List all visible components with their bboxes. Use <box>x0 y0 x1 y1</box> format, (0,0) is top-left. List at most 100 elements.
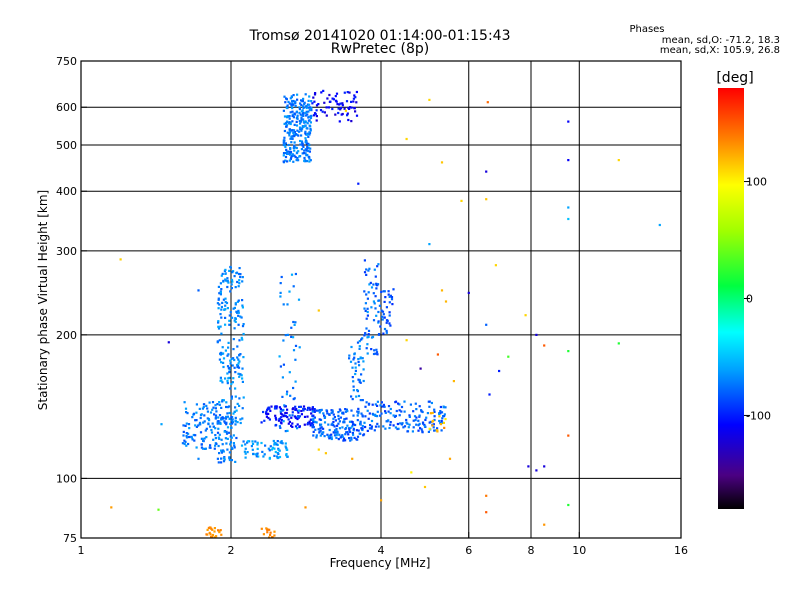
y-tick-label: 100 <box>56 472 77 485</box>
data-point <box>282 140 285 143</box>
data-point <box>210 431 214 434</box>
data-point <box>226 448 229 451</box>
data-point <box>275 455 279 458</box>
data-point <box>286 131 289 134</box>
data-point <box>235 436 238 440</box>
data-point <box>286 333 289 336</box>
data-point <box>226 365 230 368</box>
data-point <box>227 367 230 370</box>
data-point <box>266 531 269 534</box>
data-point <box>293 112 296 115</box>
data-point <box>305 114 308 117</box>
data-point <box>353 94 356 97</box>
data-point <box>285 124 289 127</box>
data-point <box>388 426 391 430</box>
data-point <box>292 386 295 390</box>
data-point <box>304 141 307 144</box>
data-point <box>376 415 379 418</box>
data-point <box>294 408 297 411</box>
data-point <box>357 378 360 381</box>
data-point <box>303 149 306 152</box>
data-point <box>298 106 301 109</box>
data-point <box>431 424 434 427</box>
data-point <box>421 410 424 414</box>
data-point <box>229 441 232 444</box>
data-point <box>348 354 351 357</box>
data-point <box>237 323 240 326</box>
data-point <box>267 406 270 409</box>
data-point <box>228 319 231 322</box>
data-point <box>231 364 234 367</box>
data-point <box>387 419 390 422</box>
data-point <box>260 527 263 530</box>
data-point <box>213 530 216 533</box>
data-point <box>238 360 241 363</box>
data-point <box>368 427 372 430</box>
data-point <box>362 360 365 363</box>
data-point <box>355 438 358 441</box>
data-point <box>403 425 407 428</box>
data-point <box>261 450 264 453</box>
data-point <box>361 415 364 418</box>
data-point <box>255 455 258 458</box>
data-point <box>275 405 278 408</box>
data-point <box>425 416 428 419</box>
data-point <box>263 453 266 456</box>
data-point <box>441 421 444 424</box>
data-point <box>315 115 318 118</box>
data-point <box>410 471 413 474</box>
data-point <box>368 283 371 286</box>
x-tick-label: 8 <box>528 544 535 557</box>
data-point <box>335 433 338 436</box>
data-point <box>488 393 491 396</box>
data-point <box>291 120 294 123</box>
data-point <box>292 99 295 103</box>
data-point <box>365 273 368 276</box>
data-point <box>304 148 307 151</box>
data-point <box>285 411 288 415</box>
data-point <box>361 337 364 340</box>
data-point <box>364 405 367 408</box>
x-tick-label: 10 <box>572 544 586 557</box>
data-point <box>432 419 435 422</box>
data-point <box>226 307 229 310</box>
data-point <box>452 380 455 383</box>
data-point <box>377 310 380 314</box>
data-point <box>392 288 395 291</box>
data-point <box>244 452 247 455</box>
data-point <box>210 535 213 539</box>
data-point <box>217 327 221 330</box>
data-point <box>428 427 431 430</box>
data-point <box>217 285 220 288</box>
data-point <box>344 408 347 411</box>
data-point <box>268 418 271 421</box>
data-point <box>223 308 226 311</box>
data-point <box>222 298 225 301</box>
data-point <box>300 114 303 117</box>
data-point <box>234 460 237 463</box>
data-point <box>265 413 268 416</box>
data-point <box>333 425 336 428</box>
data-point <box>498 369 501 373</box>
data-point <box>286 115 289 118</box>
data-point <box>372 300 375 303</box>
data-point <box>332 98 335 101</box>
data-point <box>367 417 370 420</box>
data-point <box>292 160 295 163</box>
data-point <box>278 406 281 409</box>
data-point <box>306 145 309 148</box>
data-point <box>257 455 260 458</box>
data-point <box>197 457 200 460</box>
data-point <box>295 117 298 120</box>
data-point <box>312 114 316 117</box>
data-point <box>197 289 200 292</box>
data-point <box>200 413 203 416</box>
data-point <box>223 420 226 423</box>
data-point <box>377 263 380 266</box>
data-point <box>217 298 220 301</box>
data-point <box>330 437 333 441</box>
data-point <box>214 427 217 430</box>
data-point <box>234 387 237 390</box>
data-point <box>226 382 229 385</box>
data-point <box>276 452 279 455</box>
